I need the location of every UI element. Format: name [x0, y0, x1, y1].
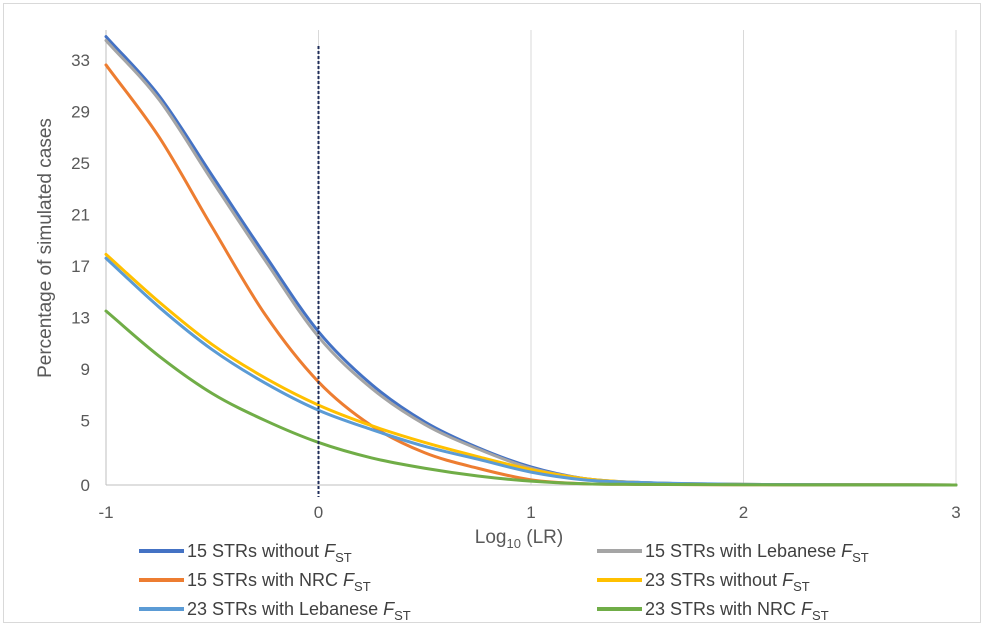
legend-label: 15 STRs with NRC FST — [187, 570, 371, 594]
legend-label: 15 STRs without FST — [187, 541, 352, 565]
legend-label: 15 STRs with Lebanese FST — [645, 541, 869, 565]
y-tick-label: 9 — [81, 360, 90, 379]
series-group — [104, 35, 958, 487]
y-tick-label: 29 — [71, 102, 90, 121]
legend-label: 23 STRs without FST — [645, 570, 810, 594]
chart-frame: 0 5 9 13 17 21 25 29 33 -1 0 1 2 3 Percentage of simu… — [3, 3, 981, 623]
x-axis-title: Log10 (LR) — [475, 527, 563, 551]
x-axis-title-tail: (LR) — [521, 527, 563, 548]
legend-item: 23 STRs with Lebanese FST — [139, 599, 411, 623]
legend-item: 15 STRs without FST — [139, 541, 352, 565]
legend-label: 23 STRs with Lebanese FST — [187, 599, 411, 623]
tick-labels: 0 5 9 13 17 21 25 29 33 -1 0 1 2 3 — [71, 51, 961, 522]
x-tick-label: 3 — [951, 503, 960, 522]
x-tick-label: -1 — [98, 503, 113, 522]
y-tick-label: 33 — [71, 51, 90, 70]
legend-item: 23 STRs without FST — [597, 570, 810, 594]
x-axis-title-subscript: 10 — [507, 536, 521, 551]
x-tick-label: 0 — [314, 503, 323, 522]
y-tick-label: 13 — [71, 308, 90, 327]
legend-item: 15 STRs with Lebanese FST — [597, 541, 869, 565]
y-tick-label: 21 — [71, 205, 90, 224]
legend-item: 23 STRs with NRC FST — [597, 599, 829, 623]
x-tick-label: 1 — [526, 503, 535, 522]
x-tick-label: 2 — [739, 503, 748, 522]
line-chart: 0 5 9 13 17 21 25 29 33 -1 0 1 2 3 Percentage of simu… — [35, 30, 961, 623]
legend-item: 15 STRs with NRC FST — [139, 570, 371, 594]
y-tick-label: 25 — [71, 154, 90, 173]
legend-label: 23 STRs with NRC FST — [645, 599, 829, 623]
legend: 15 STRs without FST 15 STRs with Lebanese… — [139, 541, 869, 623]
y-axis-title: Percentage of simulated cases — [35, 118, 56, 378]
series-line-6 — [104, 309, 958, 487]
x-axis-title-main: Log — [475, 527, 507, 548]
y-tick-label: 17 — [71, 257, 90, 276]
y-tick-label: 5 — [81, 412, 90, 431]
y-tick-label: 0 — [81, 476, 90, 495]
